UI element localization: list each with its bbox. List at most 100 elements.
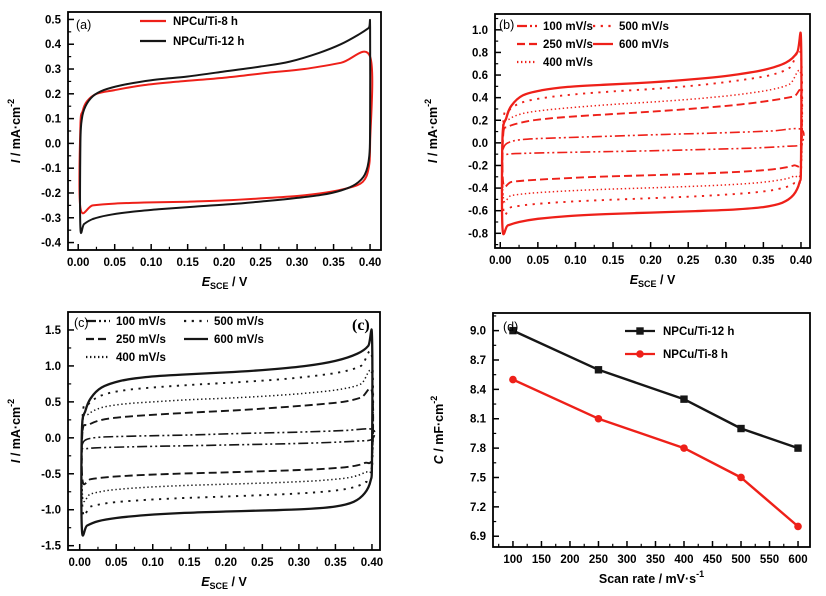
legend-item-NPCu/Ti-12 h: NPCu/Ti-12 h [625,326,734,338]
legend-item-400 mV/s: 400 mV/s [517,57,593,69]
x-axis-label: ESCE / V [630,273,676,289]
x-tick-label: 0.40 [359,257,381,269]
y-tick-label: 6.9 [470,531,486,543]
data-point-square [737,424,745,433]
x-axis: 0.00 0.05 0.10 0.15 0.20 0.25 0.30 0.35 0.40 [68,544,383,569]
y-tick-label: 0.8 [472,47,489,59]
legend-label: 600 mV/s [214,334,264,346]
y-axis-label: I / mA·cm-2 [423,99,440,163]
y-tick-label: 0.2 [45,89,61,101]
y-tick-label: 7.8 [470,443,487,455]
legend-label: 400 mV/s [543,57,593,69]
panel-c: 0.00 0.05 0.10 0.15 0.20 0.25 0.30 0.35 0.40 -1.5… [0,298,413,596]
legend-item-500 mV/s: 500 mV/s [593,21,669,33]
x-tick-label: 250 [589,554,608,566]
y-tick-label: -0.2 [468,160,488,172]
cv-curve-600 mV/s [500,31,803,236]
y-axis: -1.5 -1.0 -0.5 0.0 0.5 1.0 1.5 [41,325,74,553]
legend-item-600 mV/s: 600 mV/s [593,39,669,51]
x-tick-label: 0.25 [249,257,272,269]
panel-letter-label: (c) [74,316,89,330]
cv-curve-100 mV/s [501,127,805,156]
cv-curve-500 mV/s [501,48,804,216]
series-line-NPCu/Ti-8 h [512,378,799,528]
x-tick-label: 0.35 [752,255,775,267]
cv-curve-NPCu/Ti-12 h [79,18,372,234]
x-tick-label: 200 [560,554,579,566]
legend-item-NPCu/Ti-12 h: NPCu/Ti-12 h [140,36,244,48]
y-axis-label: I / mA·cm-2 [6,399,23,463]
legend-item-NPCu/Ti-8 h: NPCu/Ti-8 h [625,349,728,361]
cv-curve-500 mV/s [80,350,375,517]
series-line-NPCu/Ti-12 h [512,329,799,450]
curves [509,326,802,531]
panel-c-chart: 0.00 0.05 0.10 0.15 0.20 0.25 0.30 0.35 0.40 -1.5… [6,311,383,591]
x-tick-label: 450 [703,554,722,566]
x-tick-label: 0.40 [361,557,383,569]
x-tick-label: 0.10 [142,557,164,569]
legend-item-500 mV/s: 500 mV/s [184,316,264,328]
panel-b-chart: 0.00 0.05 0.10 0.15 0.20 0.25 0.30 0.35 0.40 -0.8… [423,13,812,289]
panel-letter-label: (d) [503,320,518,334]
data-point-square [794,444,802,452]
legend-label: NPCu/Ti-8 h [173,16,238,28]
legend: NPCu/Ti-12 h NPCu/Ti-8 h [625,326,734,361]
data-point-square [680,395,688,403]
y-tick-label: -1.0 [41,505,61,517]
y-axis: -0.8 -0.6 -0.4 -0.2 0.0 0.2 0.4 0.6 0.8 1.0 [468,17,501,246]
data-point-square [509,326,517,335]
x-tick-label: 0.00 [67,257,89,269]
x-tick-label: 0.40 [790,255,812,267]
y-tick-label: 7.5 [470,472,487,484]
x-tick-label: 300 [617,554,636,566]
curves [500,31,805,236]
x-tick-label: 0.05 [105,557,128,569]
legend-label: NPCu/Ti-12 h [663,326,734,338]
y-tick-label: 8.1 [470,414,487,426]
legend-item-100 mV/s: 100 mV/s [86,316,166,328]
x-tick-label: 150 [532,554,551,566]
curves [78,18,374,234]
cv-curve-250 mV/s [80,387,375,486]
legend-item-100 mV/s: 100 mV/s [517,21,593,33]
x-tick-label: 0.05 [527,255,550,267]
plot-frame [492,312,811,548]
y-tick-label: 0.2 [472,115,488,127]
legend: NPCu/Ti-8 h NPCu/Ti-12 h [140,16,244,48]
x-tick-label: 0.25 [677,255,700,267]
x-tick-label: 0.05 [103,257,126,269]
y-axis: 6.9 7.2 7.5 7.8 8.1 8.4 8.7 9.0 [470,315,499,543]
legend-label: 400 mV/s [116,352,166,364]
legend-label: 500 mV/s [619,21,669,33]
x-tick-label: 0.10 [564,255,586,267]
legend-item-NPCu/Ti-8 h: NPCu/Ti-8 h [140,16,238,28]
legend-label: 100 mV/s [116,316,166,328]
legend-label: NPCu/Ti-12 h [173,36,244,48]
y-tick-label: 0.1 [45,114,62,126]
y-tick-label: 0.5 [45,14,62,26]
cv-curve-NPCu/Ti-8 h [78,50,374,215]
x-tick-label: 0.20 [639,255,661,267]
legend-marker-square [636,327,644,335]
cv-curve-600 mV/s [80,328,374,537]
legend-label: 250 mV/s [116,334,166,346]
panel-d: 100 150 200 250 300 350 400 450 500 550 600 6.9 7.2 7… [413,298,826,596]
y-tick-label: 0.4 [45,39,62,51]
x-axis: 0.00 0.05 0.10 0.15 0.20 0.25 0.30 0.35 0.40 [67,244,381,269]
legend: 100 mV/s 250 mV/s 400 mV/s 500 mV/s 600 mV/s [517,21,669,69]
x-tick-label: 0.10 [140,257,162,269]
y-tick-label: -0.8 [468,228,488,240]
panel-b: 0.00 0.05 0.10 0.15 0.20 0.25 0.30 0.35 0.40 -0.8… [413,0,826,298]
y-tick-label: -0.4 [41,238,61,250]
y-axis-label: C / mF·cm-2 [429,396,446,464]
plot-frame [67,311,381,551]
legend-label: 100 mV/s [543,21,593,33]
panel-a-chart: 0.00 0.05 0.10 0.15 0.20 0.25 0.30 0.35 0.40 -0.4… [6,11,382,291]
legend-label: NPCu/Ti-8 h [663,349,728,361]
x-axis-label: ESCE / V [201,575,247,591]
x-tick-label: 0.20 [213,257,235,269]
legend-item-600 mV/s: 600 mV/s [184,334,264,346]
y-tick-label: -0.6 [468,206,488,218]
cv-curve-400 mV/s [501,69,803,203]
